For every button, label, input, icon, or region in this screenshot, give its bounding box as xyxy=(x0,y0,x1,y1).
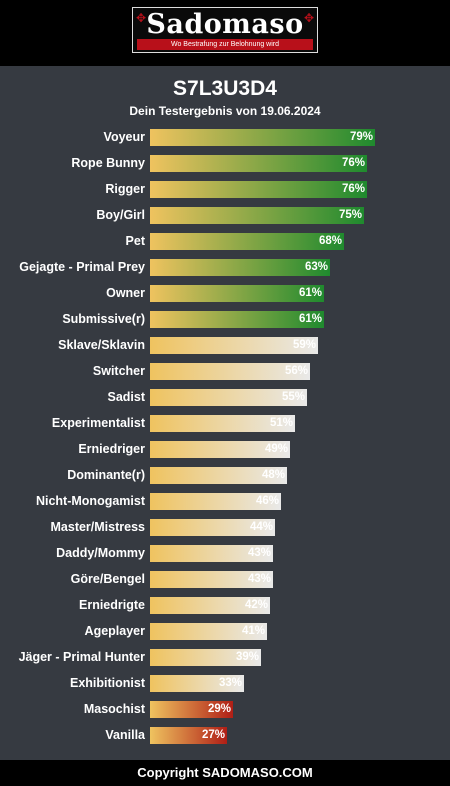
header: ✥ ✥ Sadomaso Wo Bestrafung zur Belohnung… xyxy=(0,0,450,66)
category-label: Experimentalist xyxy=(51,416,145,430)
bar: 76% xyxy=(150,181,367,198)
chart-subtitle: Dein Testergebnis von 19.06.2024 xyxy=(129,104,321,118)
category-label: Ageplayer xyxy=(84,624,145,638)
category-label: Boy/Girl xyxy=(96,208,145,222)
bar: 51% xyxy=(150,415,295,432)
bar: 33% xyxy=(150,675,244,692)
category-label: Jäger - Primal Hunter xyxy=(18,650,145,664)
bar-value-label: 27% xyxy=(201,729,225,741)
bar: 48% xyxy=(150,467,287,484)
category-label: Göre/Bengel xyxy=(70,572,145,586)
bar-value-label: 68% xyxy=(318,235,342,247)
category-label: Voyeur xyxy=(103,130,145,144)
category-label: Masochist xyxy=(83,702,145,716)
category-label: Gejagte - Primal Prey xyxy=(19,260,145,274)
category-label: Nicht-Monogamist xyxy=(35,494,145,508)
bar-value-label: 43% xyxy=(247,573,271,585)
bar: 76% xyxy=(150,155,367,172)
bar-value-label: 75% xyxy=(338,209,362,221)
category-label: Exhibitionist xyxy=(70,676,145,690)
bar-value-label: 46% xyxy=(255,495,279,507)
bar-value-label: 43% xyxy=(247,547,271,559)
logo-ornament-icon: ✥ xyxy=(303,11,314,25)
category-label: Owner xyxy=(106,286,145,300)
bar-value-label: 41% xyxy=(241,625,265,637)
logo-tagline: Wo Bestrafung zur Belohnung wird xyxy=(137,39,313,50)
bar: 42% xyxy=(150,597,270,614)
bar-value-label: 61% xyxy=(298,287,322,299)
category-label: Switcher xyxy=(92,364,145,378)
bar: 39% xyxy=(150,649,261,666)
category-label: Dominante(r) xyxy=(67,468,145,482)
category-label: Pet xyxy=(125,234,145,248)
bar-value-label: 49% xyxy=(264,443,288,455)
bar: 56% xyxy=(150,363,310,380)
bar-value-label: 42% xyxy=(244,599,268,611)
category-label: Erniedrigte xyxy=(79,598,145,612)
bar: 49% xyxy=(150,441,290,458)
bar: 29% xyxy=(150,701,233,718)
bar: 55% xyxy=(150,389,307,406)
bar: 44% xyxy=(150,519,275,536)
bar: 59% xyxy=(150,337,318,354)
bar: 43% xyxy=(150,545,273,562)
bar-value-label: 51% xyxy=(269,417,293,429)
bar-value-label: 76% xyxy=(341,183,365,195)
logo-ornament-icon: ✥ xyxy=(136,11,147,25)
bar: 41% xyxy=(150,623,267,640)
bar-value-label: 79% xyxy=(349,131,373,143)
bar: 79% xyxy=(150,129,375,146)
category-label: Master/Mistress xyxy=(50,520,146,534)
bar-value-label: 33% xyxy=(218,677,242,689)
bar-value-label: 29% xyxy=(207,703,231,715)
category-label: Erniedriger xyxy=(78,442,145,456)
category-label: Daddy/Mommy xyxy=(56,546,145,560)
chart-title: S7L3U3D4 xyxy=(173,77,277,100)
bar-value-label: 56% xyxy=(284,365,308,377)
bar: 61% xyxy=(150,285,324,302)
category-label: Rope Bunny xyxy=(71,156,145,170)
logo-text: Sadomaso xyxy=(146,9,304,40)
bar-value-label: 48% xyxy=(261,469,285,481)
bar: 75% xyxy=(150,207,364,224)
category-label: Vanilla xyxy=(105,728,145,742)
bar-value-label: 55% xyxy=(281,391,305,403)
category-label: Sklave/Sklavin xyxy=(58,338,145,352)
bar: 43% xyxy=(150,571,273,588)
bar: 61% xyxy=(150,311,324,328)
site-logo[interactable]: ✥ ✥ Sadomaso Wo Bestrafung zur Belohnung… xyxy=(132,7,318,53)
bar-value-label: 76% xyxy=(341,157,365,169)
bar: 46% xyxy=(150,493,281,510)
bar-value-label: 63% xyxy=(304,261,328,273)
category-label: Rigger xyxy=(105,182,145,196)
bar: 27% xyxy=(150,727,227,744)
category-label: Submissive(r) xyxy=(62,312,145,326)
bar: 63% xyxy=(150,259,330,276)
bar-value-label: 59% xyxy=(292,339,316,351)
bar-value-label: 44% xyxy=(249,521,273,533)
category-label: Sadist xyxy=(107,390,145,404)
footer-copyright: Copyright SADOMASO.COM xyxy=(0,760,450,786)
bar-value-label: 61% xyxy=(298,313,322,325)
bar: 68% xyxy=(150,233,344,250)
bar-value-label: 39% xyxy=(235,651,259,663)
